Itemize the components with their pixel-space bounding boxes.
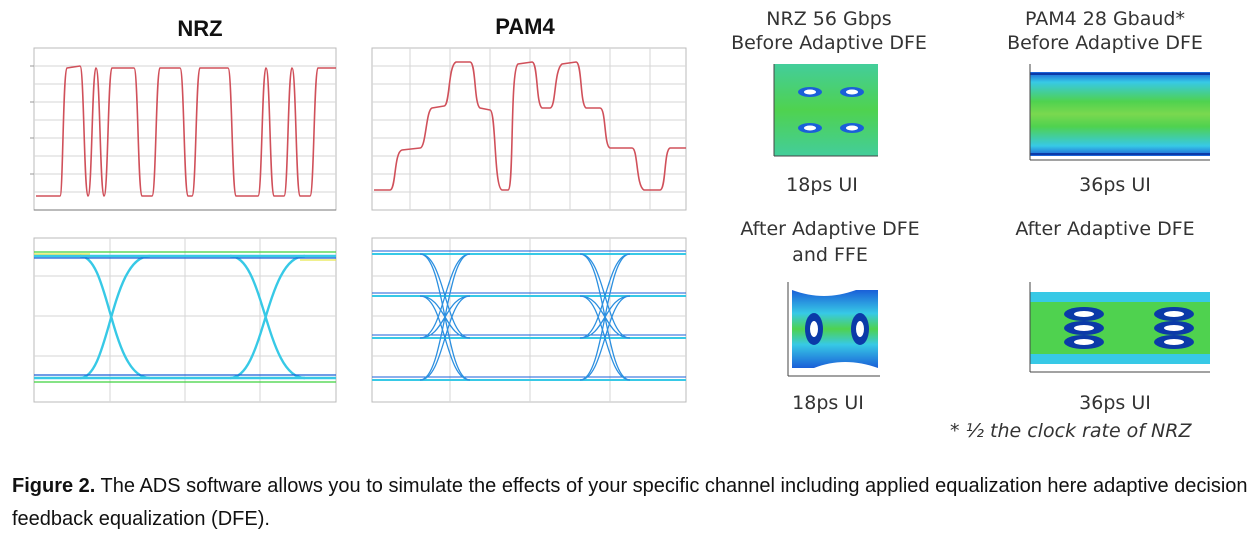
nrz-after-ui-label: 18ps UI — [792, 392, 864, 414]
nrz-before-eye — [773, 64, 878, 157]
nrz-eye-diagram — [33, 237, 337, 403]
pam4-before-ui-label: 36ps UI — [1079, 174, 1151, 196]
nrz-before-subtitle: Before Adaptive DFE — [731, 32, 927, 54]
nrz-56-title: NRZ 56 Gbps — [766, 8, 892, 30]
nrz-waveform-grid — [30, 47, 337, 211]
pam4-after-eye — [1029, 282, 1210, 373]
figure-caption: Figure 2. The ADS software allows you to… — [12, 470, 1250, 536]
nrz-after-eye — [787, 282, 880, 377]
figure-caption-text: The ADS software allows you to simulate … — [12, 475, 1248, 530]
pam4-before-eye — [1029, 64, 1210, 161]
nrz-heading: NRZ — [177, 16, 223, 41]
pam4-after-ui-label: 36ps UI — [1079, 392, 1151, 414]
pam4-28-title: PAM4 28 Gbaud* — [1024, 8, 1185, 30]
nrz-eye-falling-right — [229, 254, 306, 380]
nrz-before-ui-label: 18ps UI — [786, 174, 858, 196]
nrz-after-line1: After Adaptive DFE — [740, 218, 920, 240]
footnote: * ½ the clock rate of NRZ — [950, 420, 1192, 442]
nrz-waveform-plot — [30, 47, 337, 211]
pam4-after-title: After Adaptive DFE — [1015, 218, 1195, 240]
pam4-eye-diagram — [371, 237, 687, 403]
figure-label: Figure 2. — [12, 475, 96, 497]
pam4-waveform-plot — [371, 47, 687, 211]
pam4-before-subtitle: Before Adaptive DFE — [1007, 32, 1203, 54]
pam4-heading: PAM4 — [495, 14, 555, 39]
nrz-waveform-trace — [36, 65, 336, 197]
pam4-eye-transitions — [419, 253, 631, 381]
nrz-eye-falling-left — [79, 254, 151, 380]
nrz-after-line2: and FFE — [792, 244, 868, 266]
pam4-waveform-trace — [374, 61, 686, 191]
